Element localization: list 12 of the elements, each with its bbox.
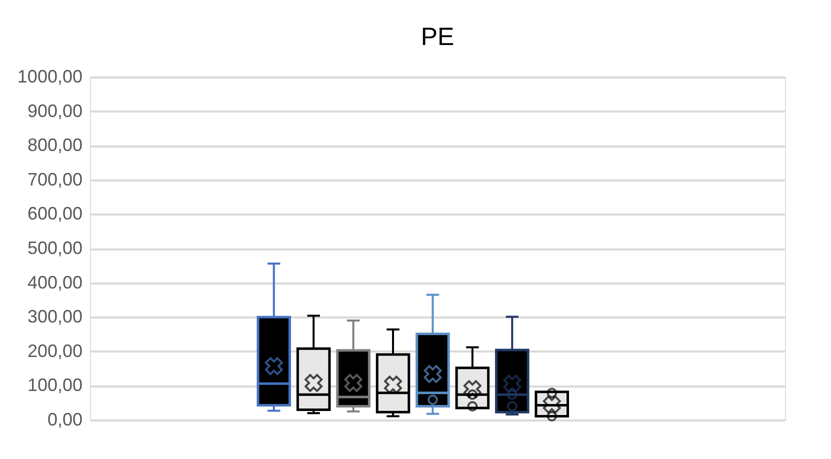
y-tick-label: 600,00 [27,204,82,224]
y-tick-label: 1000,00 [17,66,82,86]
y-tick-label: 100,00 [27,375,82,396]
y-tick-label: 700,00 [27,169,82,190]
y-tick-label: 800,00 [27,135,82,156]
y-tick-label: 900,00 [27,100,82,121]
y-tick-label: 500,00 [27,238,82,258]
chart-title: PE [420,23,454,51]
y-tick-label: 400,00 [27,272,82,292]
y-tick-label: 200,00 [27,340,82,361]
y-tick-label: 0,00 [47,410,82,430]
y-tick-label: 300,00 [27,306,82,327]
